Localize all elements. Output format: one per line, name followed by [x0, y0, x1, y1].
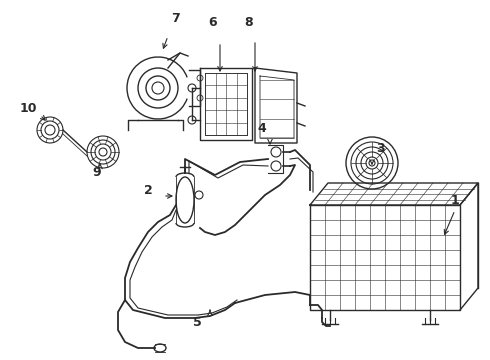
Text: 6: 6: [209, 15, 217, 28]
Text: 9: 9: [93, 166, 101, 179]
Text: 3: 3: [376, 141, 384, 154]
Text: 1: 1: [451, 194, 460, 207]
Text: 2: 2: [144, 184, 152, 197]
Text: 5: 5: [193, 315, 201, 328]
Text: 4: 4: [258, 122, 267, 135]
Text: 10: 10: [19, 102, 37, 114]
Text: 8: 8: [245, 15, 253, 28]
Text: 7: 7: [171, 12, 179, 24]
